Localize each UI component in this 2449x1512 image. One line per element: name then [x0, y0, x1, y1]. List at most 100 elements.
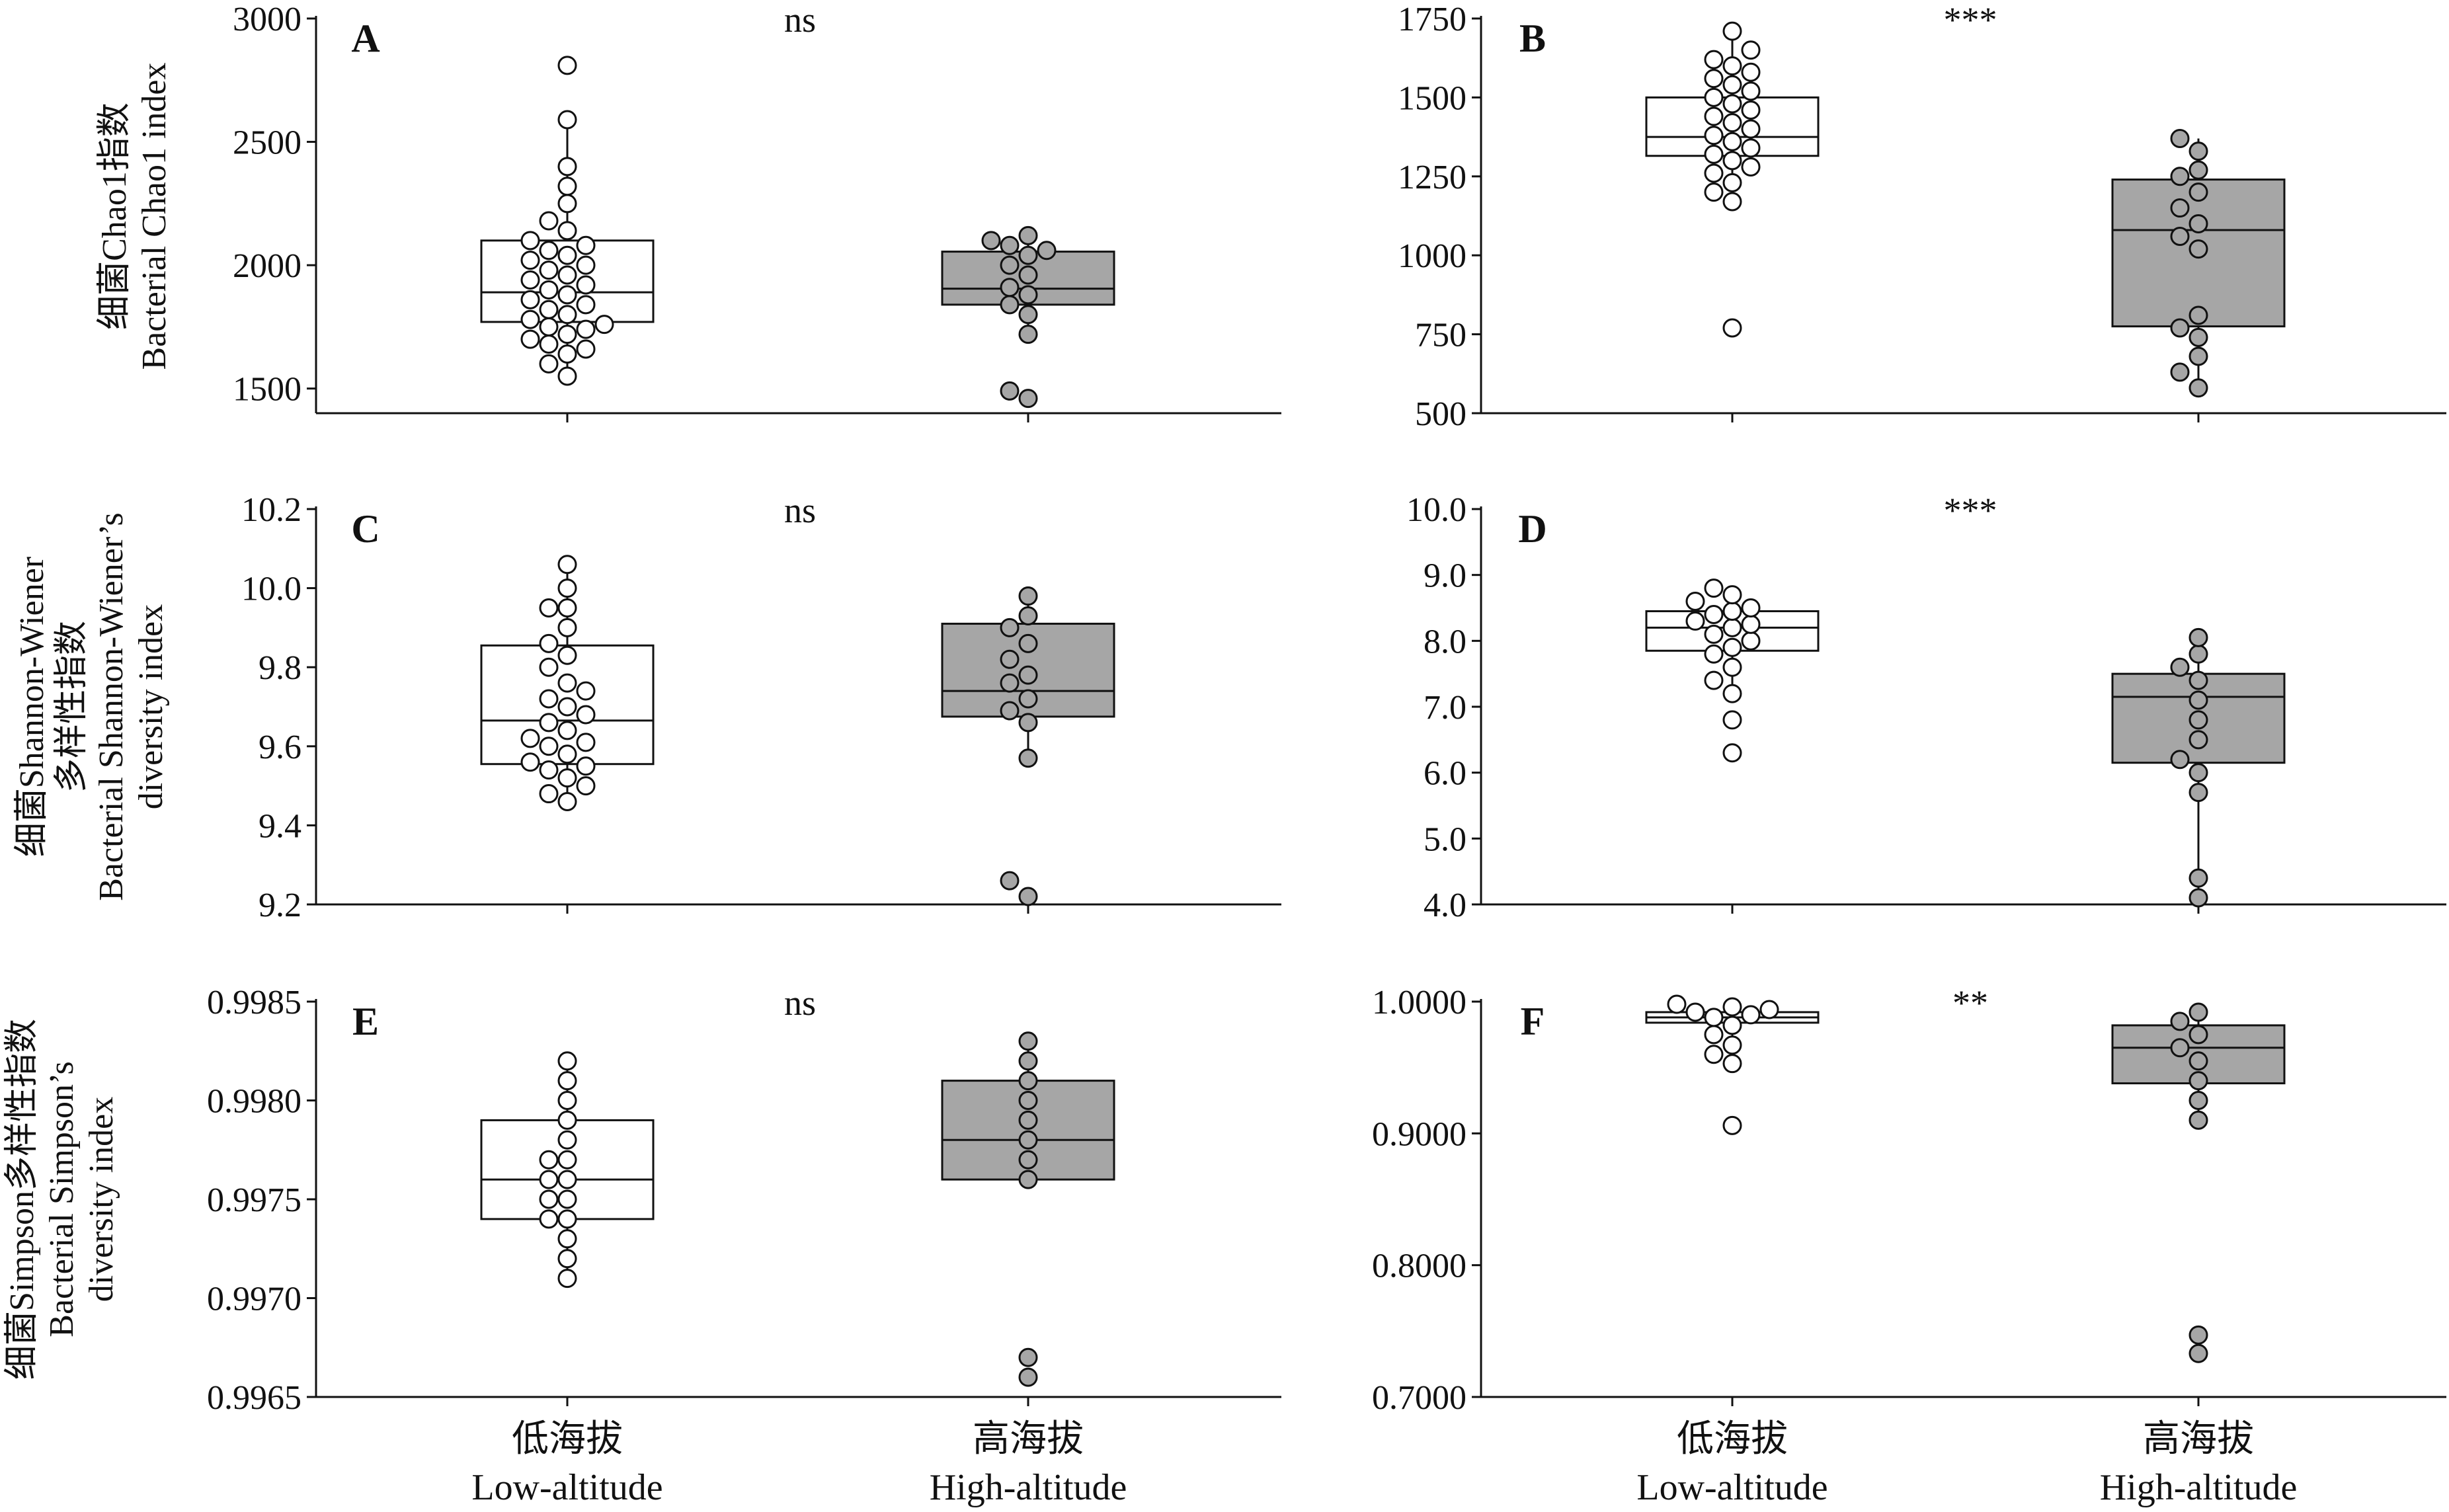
y-tick-label: 0.9965 — [207, 1379, 301, 1417]
data-point — [2188, 160, 2208, 180]
data-point — [1018, 1071, 1038, 1091]
data-point — [1722, 1035, 1742, 1055]
data-point — [1018, 1051, 1038, 1071]
data-point — [2188, 1002, 2208, 1022]
data-point — [1704, 1008, 1724, 1027]
y-tick-label: 9.4 — [259, 807, 301, 845]
data-point — [1685, 592, 1705, 612]
data-point — [1741, 598, 1761, 617]
y-tick-label: 1000 — [1398, 237, 1466, 275]
data-point — [1741, 631, 1761, 651]
data-point — [1685, 1002, 1705, 1022]
data-point — [1722, 56, 1742, 76]
y-tick-label: 4.0 — [1424, 887, 1466, 924]
data-point — [557, 366, 577, 386]
data-point — [1722, 684, 1742, 703]
panel-D: 4.0 5.0 6.0 7.0 8.0 9.0 10.0 D *** — [1406, 491, 2446, 924]
data-point — [1667, 994, 1687, 1014]
box-group-low-altitude — [480, 1051, 655, 1289]
data-point — [539, 260, 559, 280]
data-point — [539, 784, 559, 804]
row-title-line: Bacterial Simpson’s — [43, 1061, 81, 1337]
data-point — [576, 339, 596, 359]
y-tick-label: 0.9985 — [207, 984, 301, 1021]
data-point — [520, 290, 540, 309]
y-tick-label: 6.0 — [1424, 755, 1466, 793]
data-point — [2170, 128, 2190, 148]
data-point — [2170, 318, 2190, 338]
significance-label: ns — [784, 0, 816, 40]
data-point — [520, 729, 540, 748]
data-point — [1722, 657, 1742, 677]
y-tick-label: 750 — [1415, 317, 1466, 354]
data-point — [1018, 389, 1038, 409]
data-point — [1018, 325, 1038, 344]
data-point — [1018, 887, 1038, 906]
data-point — [539, 335, 559, 354]
data-point — [1741, 157, 1761, 177]
significance-label: *** — [1944, 0, 1997, 40]
y-tick-label: 9.8 — [259, 649, 301, 687]
data-point — [2188, 346, 2208, 366]
data-point — [1722, 585, 1742, 605]
data-point — [539, 211, 559, 231]
data-point — [539, 713, 559, 733]
row-title-line: 多样性指数 — [53, 621, 91, 793]
category-label-zh: 高海拔 — [2143, 1419, 2254, 1460]
row-title-line: 细菌Chao1指数 — [96, 102, 134, 330]
data-point — [2188, 305, 2208, 325]
data-point — [520, 231, 540, 251]
data-point — [576, 235, 596, 255]
data-point — [557, 194, 577, 214]
y-tick-label: 7.0 — [1424, 689, 1466, 727]
data-point — [2188, 182, 2208, 202]
data-point — [1018, 748, 1038, 768]
box-group-low-altitude — [1645, 578, 1820, 763]
data-point — [1018, 665, 1038, 685]
data-point — [1704, 50, 1724, 69]
data-point — [1741, 1005, 1761, 1025]
data-point — [1018, 586, 1038, 606]
data-point — [557, 768, 577, 788]
row-titles-layer: 细菌Chao1指数 Bacterial Chao1 index 细菌Shannon-… — [3, 63, 173, 1380]
data-point — [1018, 633, 1038, 653]
y-tick-label: 1500 — [1398, 79, 1466, 117]
data-point — [539, 241, 559, 260]
data-point — [557, 344, 577, 364]
data-point — [1018, 1110, 1038, 1130]
y-tick-label: 0.8000 — [1372, 1248, 1466, 1285]
data-point — [1741, 119, 1761, 139]
data-point — [1722, 94, 1742, 114]
y-tick-label: 500 — [1415, 395, 1466, 433]
data-point — [2170, 227, 2190, 247]
data-point — [1018, 285, 1038, 305]
data-point — [2188, 690, 2208, 710]
data-point — [1741, 62, 1761, 82]
data-point — [1000, 381, 1020, 401]
data-point — [557, 792, 577, 812]
data-point — [1018, 1150, 1038, 1170]
category-label-en: Low-altitude — [471, 1467, 662, 1508]
data-point — [2188, 888, 2208, 908]
data-point — [520, 270, 540, 290]
data-point — [576, 776, 596, 796]
data-point — [1000, 673, 1020, 693]
box-group-high-altitude — [2111, 128, 2286, 398]
data-point — [1741, 100, 1761, 120]
y-tick-label: 2000 — [233, 247, 301, 285]
data-point — [539, 760, 559, 780]
data-point — [1722, 997, 1742, 1017]
data-point — [576, 319, 596, 339]
data-point — [1722, 617, 1742, 637]
data-point — [1000, 295, 1020, 315]
data-point — [557, 673, 577, 693]
data-point — [557, 157, 577, 177]
box-group-high-altitude — [941, 1031, 1115, 1387]
data-point — [2188, 214, 2208, 233]
data-point — [520, 329, 540, 349]
data-point — [1722, 173, 1742, 192]
data-point — [1018, 245, 1038, 265]
row-title-line: 细菌Simpson多样性指数 — [3, 1019, 41, 1380]
data-point — [539, 1150, 559, 1170]
